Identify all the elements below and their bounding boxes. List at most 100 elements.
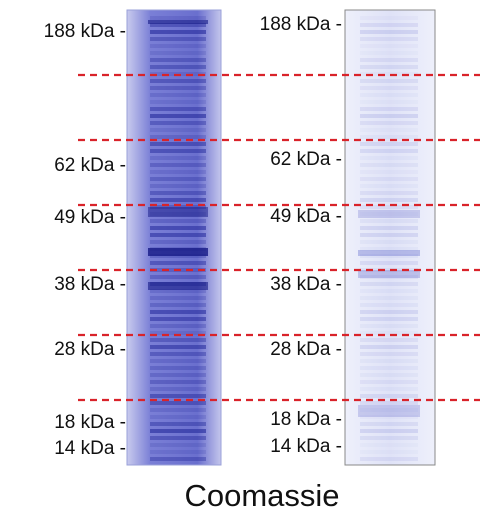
right-gel: [344, 9, 436, 466]
marker-label: 14 kDa -: [270, 436, 342, 457]
band: [360, 128, 418, 132]
band: [150, 352, 206, 356]
band: [150, 177, 206, 181]
band: [360, 429, 418, 433]
band: [150, 296, 206, 300]
band: [150, 415, 206, 419]
band: [360, 58, 418, 62]
band: [358, 405, 420, 417]
band: [360, 401, 418, 405]
band: [150, 261, 206, 265]
band: [360, 121, 418, 125]
band: [150, 366, 206, 370]
guide-lines: [78, 73, 480, 402]
band: [360, 51, 418, 55]
band: [360, 184, 418, 188]
marker-label: 18 kDa -: [270, 409, 342, 430]
band: [150, 107, 206, 111]
band: [360, 142, 418, 146]
band: [360, 149, 418, 153]
marker-label: 188 kDa -: [260, 14, 342, 35]
band: [360, 219, 418, 223]
band: [150, 51, 206, 55]
band: [360, 226, 418, 230]
marker-label: 188 kDa -: [44, 21, 126, 42]
band: [360, 198, 418, 202]
band: [150, 191, 206, 195]
band: [150, 310, 206, 314]
band: [150, 44, 206, 48]
band: [360, 366, 418, 370]
band: [360, 79, 418, 83]
band: [358, 250, 420, 256]
band: [360, 191, 418, 195]
band: [150, 30, 206, 34]
band: [150, 443, 206, 447]
band: [358, 210, 420, 218]
band: [360, 254, 418, 258]
band: [360, 170, 418, 174]
band: [360, 100, 418, 104]
band: [150, 359, 206, 363]
band: [150, 198, 206, 202]
band: [150, 380, 206, 384]
band: [150, 233, 206, 237]
band: [150, 450, 206, 454]
band: [150, 135, 206, 139]
band: [150, 408, 206, 412]
marker-label: 38 kDa -: [270, 274, 342, 295]
band: [360, 408, 418, 412]
band: [150, 394, 206, 398]
band: [360, 352, 418, 356]
band: [360, 261, 418, 265]
band: [150, 121, 206, 125]
band: [360, 233, 418, 237]
band: [150, 275, 206, 279]
band: [148, 20, 208, 24]
band: [360, 436, 418, 440]
band: [150, 338, 206, 342]
band: [150, 142, 206, 146]
marker-label: 49 kDa -: [270, 206, 342, 227]
band: [360, 23, 418, 27]
band: [148, 207, 208, 217]
band: [360, 93, 418, 97]
marker-label: 28 kDa -: [270, 339, 342, 360]
marker-label: 38 kDa -: [54, 274, 126, 295]
band: [150, 331, 206, 335]
band: [150, 93, 206, 97]
left-gel: [126, 9, 222, 466]
band: [360, 373, 418, 377]
band: [150, 317, 206, 321]
band: [358, 270, 420, 278]
band: [360, 443, 418, 447]
marker-labels: 188 kDa - 62 kDa - 49 kDa - 38 kDa - 28 kDa …: [44, 14, 342, 459]
band: [360, 380, 418, 384]
band: [360, 163, 418, 167]
band: [150, 345, 206, 349]
left-bands: [148, 16, 208, 461]
band: [150, 226, 206, 230]
band: [150, 422, 206, 426]
band: [360, 247, 418, 251]
band: [360, 289, 418, 293]
band: [360, 394, 418, 398]
band: [150, 79, 206, 83]
band: [360, 16, 418, 20]
band: [150, 86, 206, 90]
band: [360, 205, 418, 209]
marker-label: 62 kDa -: [270, 149, 342, 170]
band: [360, 268, 418, 272]
band: [148, 282, 208, 290]
band: [150, 457, 206, 461]
band: [360, 107, 418, 111]
band: [360, 240, 418, 244]
band: [150, 58, 206, 62]
band: [360, 450, 418, 454]
band: [360, 345, 418, 349]
band: [150, 37, 206, 41]
band: [360, 359, 418, 363]
band: [360, 282, 418, 286]
band: [360, 65, 418, 69]
